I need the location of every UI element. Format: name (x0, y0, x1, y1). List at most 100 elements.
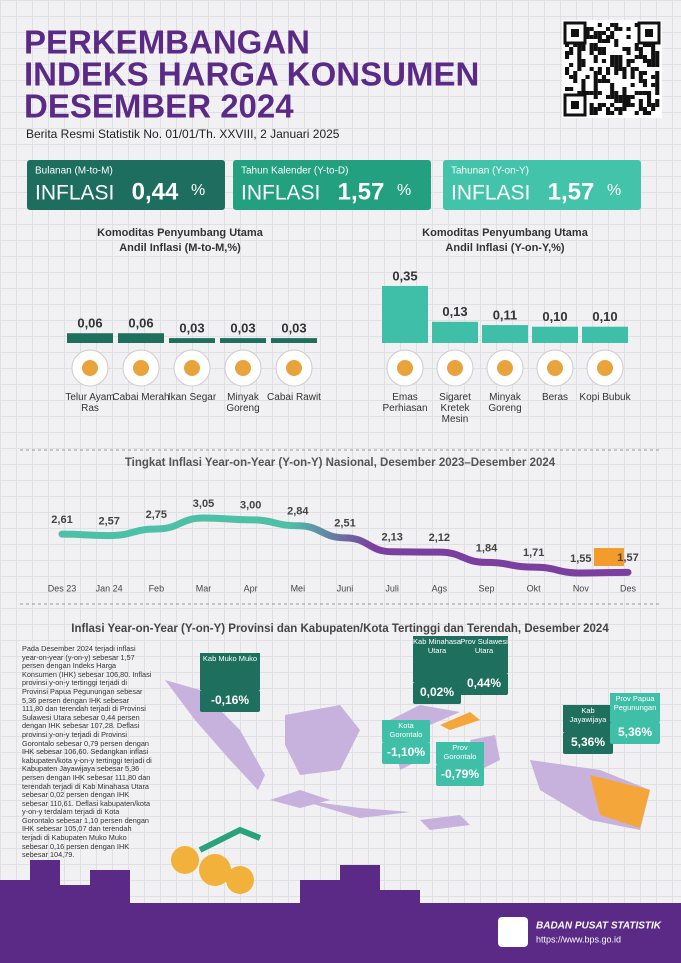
qr-cell (634, 43, 639, 47)
category-label: Cabai Merah (112, 392, 170, 403)
qr-cell (610, 103, 615, 107)
qr-cell (597, 107, 602, 111)
callout-box (200, 690, 260, 712)
callout-label-bg (200, 653, 260, 690)
qr-cell (655, 99, 660, 103)
qr-cell (606, 79, 611, 83)
qr-cell (614, 63, 619, 67)
qr-cell (597, 23, 602, 27)
callout-value: 0,02% (420, 685, 454, 699)
qr-cell (622, 95, 627, 99)
qr-cell (577, 47, 582, 51)
bar (532, 326, 578, 343)
qr-cell (651, 107, 656, 111)
value-label: 0,03 (230, 321, 255, 336)
category-label: Telur Ayam Ras (65, 392, 115, 414)
qr-cell (593, 87, 598, 91)
qr-cell (626, 103, 631, 107)
value-label: 0,11 (493, 308, 518, 323)
qr-cell (597, 79, 602, 83)
kpi-box (443, 160, 641, 210)
qr-cell (614, 67, 619, 71)
chart-title: Tingkat Inflasi Year-on-Year (Y-on-Y) Na… (125, 457, 556, 469)
qr-cell (573, 71, 578, 75)
value-label: 3,05 (193, 498, 214, 510)
qr-cell (597, 71, 602, 75)
qr-cell (642, 107, 647, 111)
qr-cell (655, 71, 660, 75)
x-tick-label: Des 23 (48, 583, 77, 593)
qr-cell (601, 31, 606, 35)
qr-cell (597, 31, 602, 35)
qr-cell (655, 75, 660, 79)
qr-cell (626, 51, 631, 55)
kpi-period: Tahun Kalender (Y-to-D) (241, 166, 348, 177)
qr-cell (638, 47, 643, 51)
category-label: Ikan Segar (167, 392, 217, 403)
qr-cell (610, 63, 615, 67)
papua-highlight (590, 775, 650, 828)
qr-cell (651, 55, 656, 59)
qr-cell (593, 43, 598, 47)
qr-cell (610, 35, 615, 39)
bar (169, 338, 215, 343)
subtitle: Berita Resmi Statistik No. 01/01/Th. XXV… (26, 127, 340, 141)
qr-cell (606, 71, 611, 75)
callout-box (610, 722, 660, 744)
x-tick-label: Juli (385, 583, 399, 593)
qr-cell (610, 55, 615, 59)
qr-cell (630, 71, 635, 75)
qr-cell (569, 87, 574, 91)
qr-cell (573, 43, 578, 47)
chart-title: Komoditas Penyumbang Utama (422, 227, 589, 239)
category-label: Minyak Goreng (226, 392, 260, 414)
value-label: 1,55 (570, 553, 591, 565)
x-tick-label: Juni (337, 583, 354, 593)
category-label: Beras (541, 392, 569, 403)
callout-label: Prov Papua Pegunungan (613, 694, 657, 712)
qr-cell (647, 91, 652, 95)
value-label: 2,12 (429, 532, 450, 544)
qr-cell (618, 95, 623, 99)
callout-value: -1,10% (387, 745, 425, 759)
qr-cell (655, 91, 660, 95)
qr-cell (585, 27, 590, 31)
callout-value: -0,16% (211, 693, 249, 707)
qr-cell (647, 95, 652, 99)
x-tick-label: Mei (291, 583, 306, 593)
bar (118, 333, 164, 343)
callout-value: -0,79% (441, 767, 479, 781)
callout-label: Kab Minahasa Utara (413, 637, 461, 655)
x-tick-label: Des (620, 583, 637, 593)
x-tick-label: Ags (432, 583, 448, 593)
qr-cell (614, 23, 619, 27)
qr-cell (642, 79, 647, 83)
qr-cell (606, 27, 611, 31)
icon-detail (497, 360, 513, 376)
kpi-value: 1,57 (548, 178, 595, 205)
qr-cell (577, 43, 582, 47)
qr-finder (645, 29, 653, 37)
icon-detail (547, 360, 563, 376)
qr-cell (614, 59, 619, 63)
value-label: 0,10 (542, 309, 567, 324)
callout-label: Kab Muko Muko (202, 654, 258, 663)
qr-cell (593, 107, 598, 111)
qr-cell (647, 111, 652, 115)
qr-cell (589, 43, 594, 47)
qr-cell (606, 67, 611, 71)
qr-cell (581, 43, 586, 47)
qr-cell (638, 51, 643, 55)
qr-cell (630, 75, 635, 79)
qr-cell (581, 87, 586, 91)
qr-cell (655, 87, 660, 91)
icon-detail (597, 360, 613, 376)
qr-cell (626, 47, 631, 51)
qr-cell (655, 59, 660, 63)
qr-cell (614, 91, 619, 95)
qr-cell (638, 91, 643, 95)
qr-cell (622, 107, 627, 111)
map-title: Inflasi Year-on-Year (Y-on-Y) Provinsi d… (71, 623, 609, 635)
chart-title: Komoditas Penyumbang Utama (97, 227, 264, 239)
qr-cell (642, 55, 647, 59)
